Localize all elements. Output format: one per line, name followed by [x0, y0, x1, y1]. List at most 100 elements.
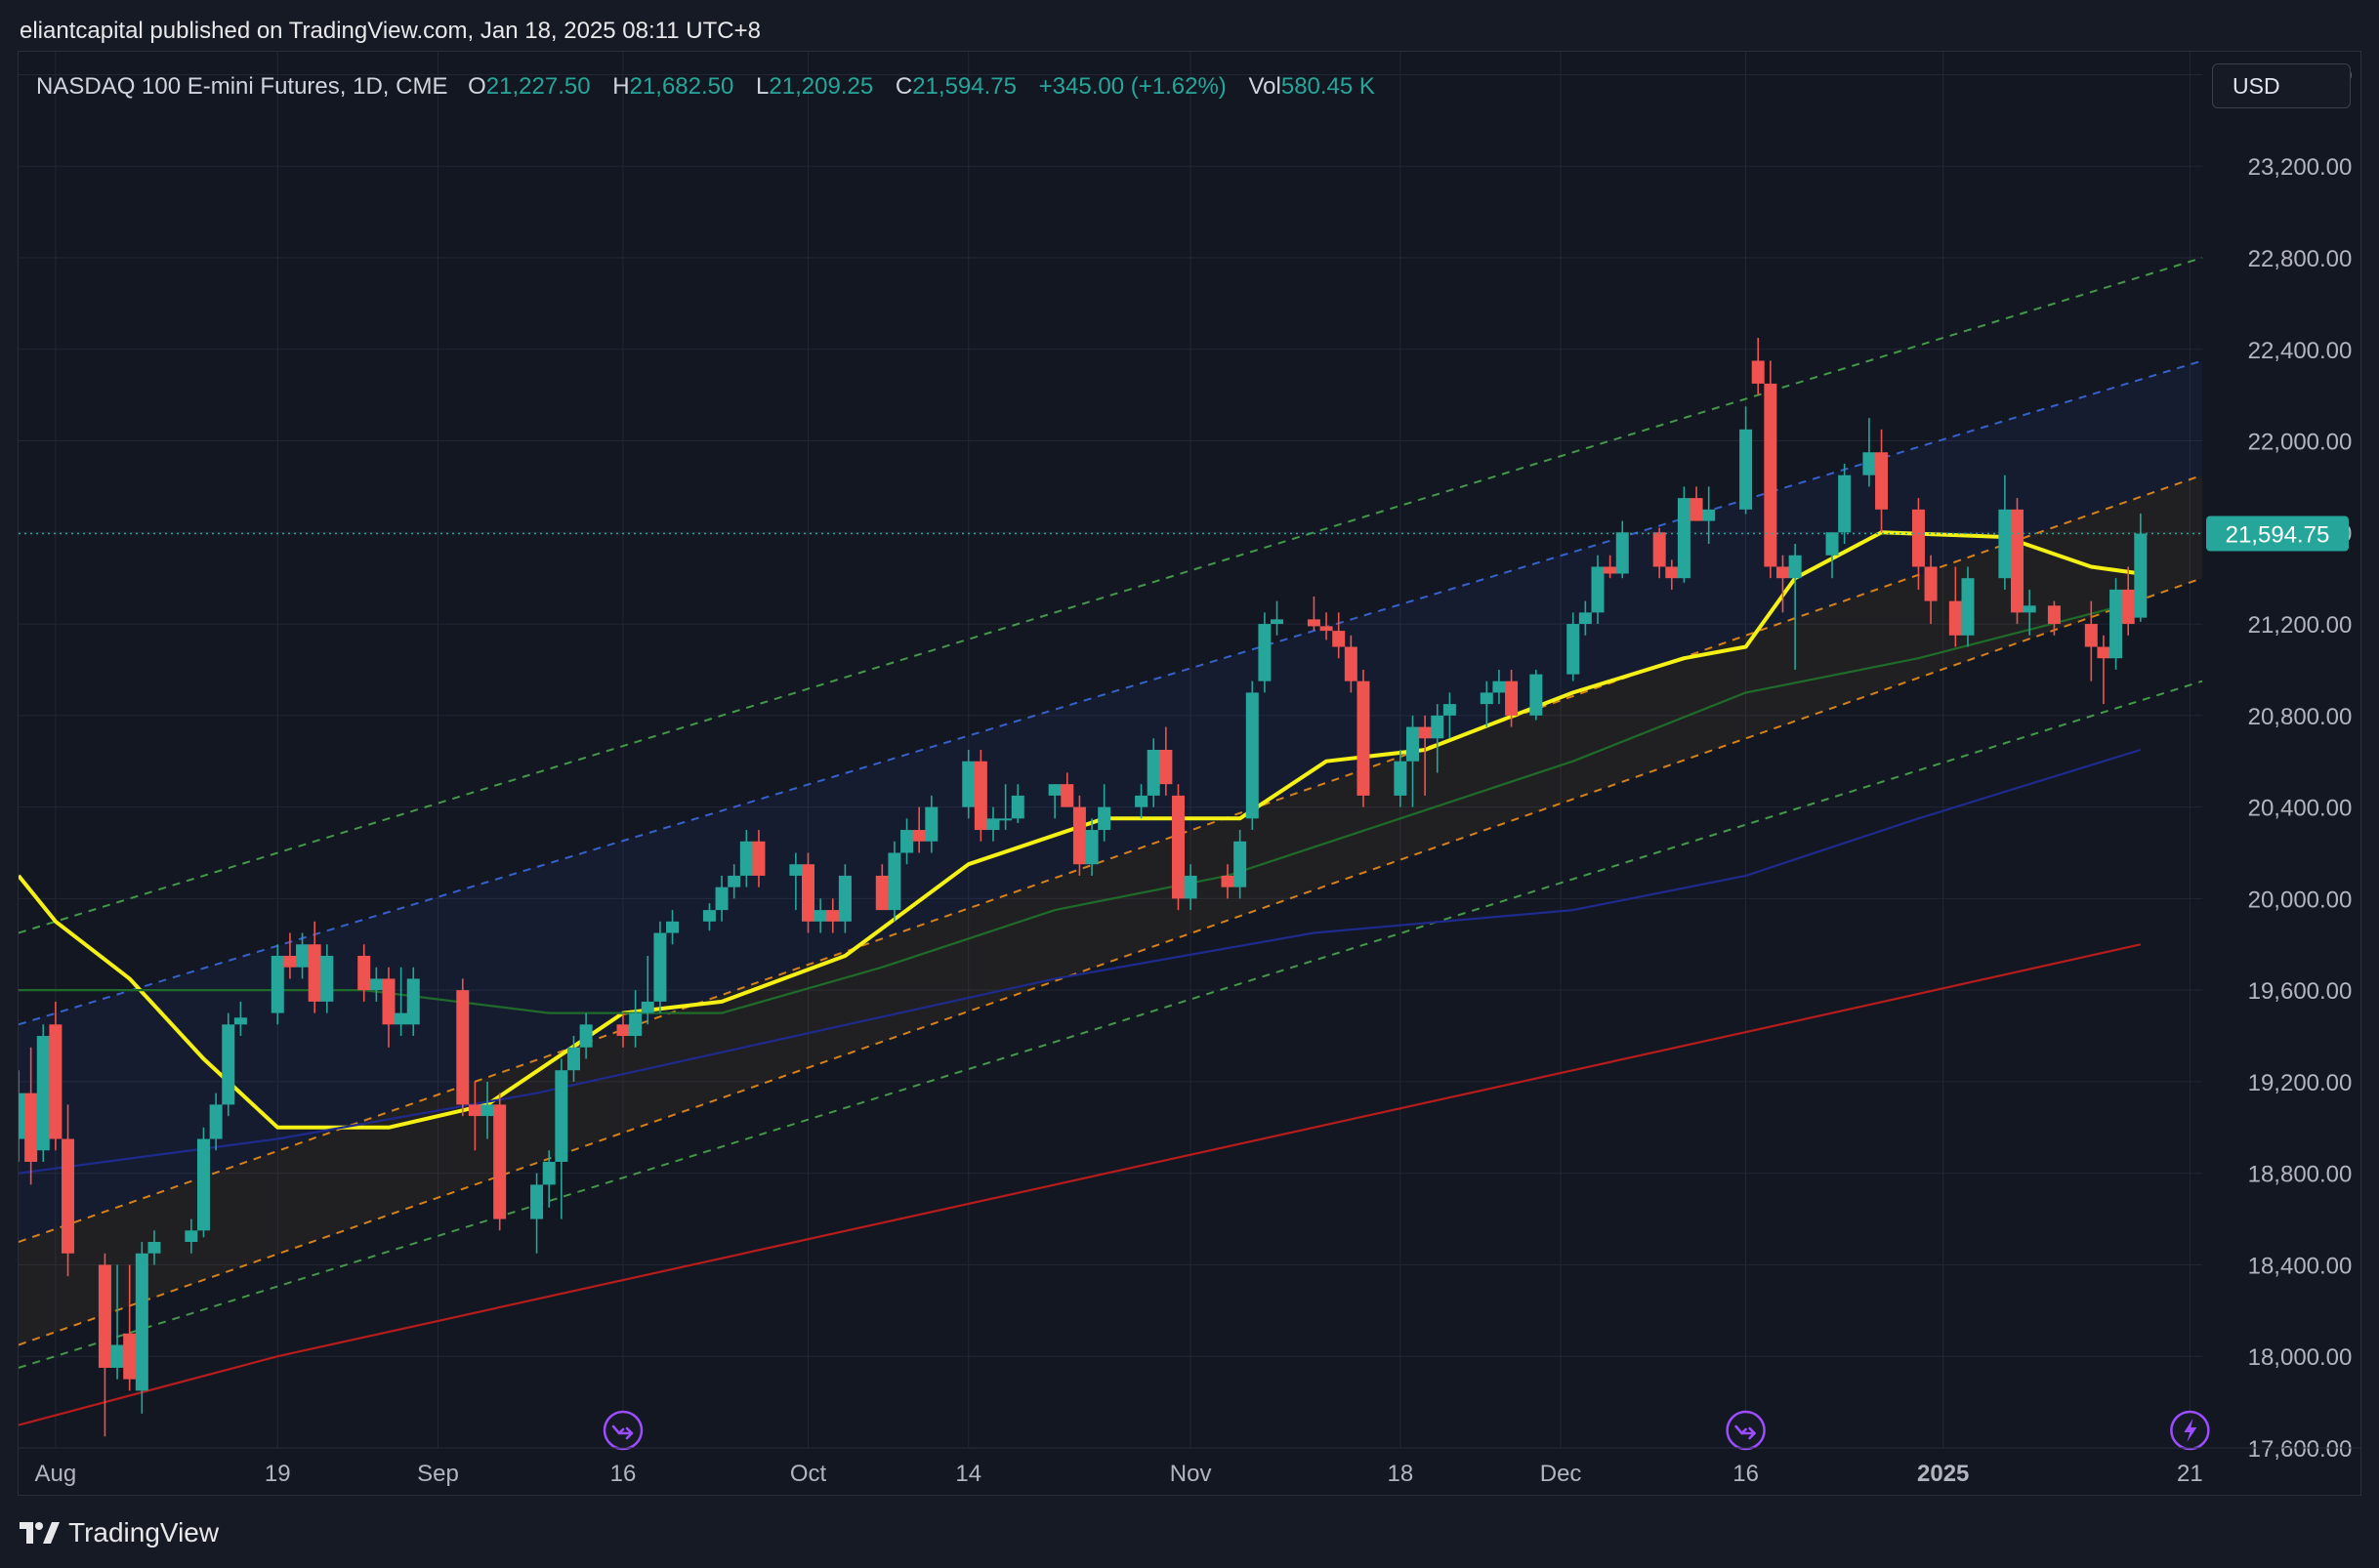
candle-body	[1184, 875, 1197, 899]
channel-lines	[19, 257, 2203, 1369]
top-bar: eliantcapital published on TradingView.c…	[0, 0, 2379, 51]
price-axis-label: 20,000.00	[2248, 887, 2353, 913]
time-axis-label: 16	[610, 1461, 637, 1487]
candle-body	[395, 1012, 408, 1025]
price-axis-label: 22,000.00	[2248, 430, 2353, 456]
candle-body	[2011, 509, 2024, 613]
time-axis-label: Nov	[1170, 1461, 1212, 1487]
candle-body	[1394, 761, 1407, 796]
candle-body	[838, 875, 852, 922]
candle-body	[1072, 806, 1086, 865]
symbol-name[interactable]: NASDAQ 100 E-mini Futures, 1D, CME	[36, 73, 448, 100]
change-value: +345.00 (+1.62%)	[1038, 73, 1227, 100]
candle-body	[702, 910, 716, 922]
candle-body	[1788, 555, 1802, 579]
candle-body	[789, 864, 803, 876]
candle-body	[962, 761, 976, 807]
chart-frame[interactable]: 17,600.00 18,000.00 18,400.00 18,800.00 19,2…	[18, 51, 2361, 1496]
price-axis-label: 21,200.00	[2248, 612, 2353, 639]
candle-body	[875, 875, 889, 911]
candle-body	[2109, 589, 2123, 659]
time-axis: Aug 19 Sep 16 Oct 14 Nov 18 Dec 16 2025 21	[19, 1447, 2360, 1487]
time-axis-label: 2025	[1917, 1461, 1969, 1487]
candle-body	[1221, 875, 1234, 887]
low-label: L	[756, 73, 770, 100]
candle-body	[1948, 600, 1962, 636]
volume-label: Vol	[1248, 73, 1281, 100]
candle-body	[1258, 624, 1272, 681]
candle-body	[1233, 841, 1247, 887]
candle-body	[271, 955, 284, 1013]
candle-body	[728, 875, 741, 887]
candle-body	[369, 978, 383, 991]
volume-value: 580.45 K	[1280, 73, 1375, 100]
candle-body	[2121, 589, 2135, 625]
candle-body	[1665, 566, 1679, 579]
candle-body	[1825, 532, 1839, 556]
price-axis-label: 22,400.00	[2248, 338, 2353, 364]
lightning-glyph	[2184, 1419, 2197, 1442]
candle-body	[1171, 795, 1185, 899]
arrow-glyph	[611, 1424, 634, 1440]
dividend-arrow-icon[interactable]	[603, 1410, 644, 1451]
candle-body	[1615, 532, 1629, 574]
candle-body	[1690, 498, 1703, 521]
candle-body	[1751, 360, 1765, 384]
candle-body	[1406, 726, 1420, 762]
price-chart[interactable]: 17,600.00 18,000.00 18,400.00 18,800.00 19,2…	[19, 52, 2360, 1495]
dividend-arrow-icon[interactable]	[1726, 1410, 1766, 1451]
candle-body	[36, 1036, 50, 1151]
candle-body	[912, 830, 926, 842]
tradingview-logo[interactable]: TradingView	[18, 1517, 219, 1548]
candle-body	[1098, 806, 1111, 831]
candle-body	[1911, 509, 1925, 567]
candle-body	[209, 1104, 223, 1139]
candle-body	[185, 1230, 198, 1243]
price-axis-label: 17,600.00	[2248, 1436, 2353, 1463]
candle-body	[2097, 646, 2110, 659]
currency-button[interactable]: USD	[2212, 63, 2351, 108]
price-axis-label: 19,600.00	[2248, 978, 2353, 1005]
candle-body	[147, 1242, 161, 1254]
candle-body	[1604, 566, 1617, 574]
channel-bands	[19, 360, 2202, 1345]
candle-body	[1998, 509, 2012, 579]
candle-body	[579, 1024, 593, 1048]
candle-body	[1652, 532, 1666, 567]
candle-body	[1677, 498, 1690, 579]
published-by-line: eliantcapital published on TradingView.c…	[20, 18, 761, 44]
candle-body	[826, 910, 840, 922]
candle-body	[629, 1012, 643, 1037]
time-axis-label: Sep	[417, 1461, 459, 1487]
tradingview-logo-icon	[20, 1522, 60, 1544]
lightning-icon[interactable]	[2170, 1410, 2210, 1451]
candle-body	[1356, 681, 1370, 796]
candle-body	[308, 944, 321, 1002]
candle-body	[1061, 784, 1074, 807]
ohlc-legend: NASDAQ 100 E-mini Futures, 1D, CME O21,2…	[36, 73, 1391, 101]
candle-body	[1529, 674, 1543, 716]
candle-body	[925, 806, 939, 842]
candle-body	[2023, 605, 2036, 613]
candle-body	[24, 1093, 38, 1162]
candle-body	[1492, 681, 1506, 693]
channel-line	[19, 474, 2203, 1243]
candle-body	[98, 1264, 111, 1368]
high-value: 21,682.50	[629, 73, 734, 100]
candles	[19, 338, 2148, 1437]
candle-body	[493, 1104, 507, 1219]
time-axis-label: Oct	[790, 1461, 827, 1487]
candle-body	[752, 841, 766, 876]
candle-body	[1332, 631, 1346, 647]
candle-body	[2084, 624, 2098, 647]
last-price-label: 21,594.75	[2226, 522, 2330, 549]
moving-average-line	[19, 943, 2142, 1426]
candle-body	[1775, 566, 1789, 579]
candle-body	[1505, 681, 1519, 716]
candle-body	[1245, 692, 1259, 819]
candle-body	[19, 1093, 25, 1139]
time-axis-label: 16	[1732, 1461, 1759, 1487]
price-axis-label: 20,800.00	[2248, 704, 2353, 730]
open-label: O	[468, 73, 486, 100]
candle-body	[196, 1138, 210, 1231]
